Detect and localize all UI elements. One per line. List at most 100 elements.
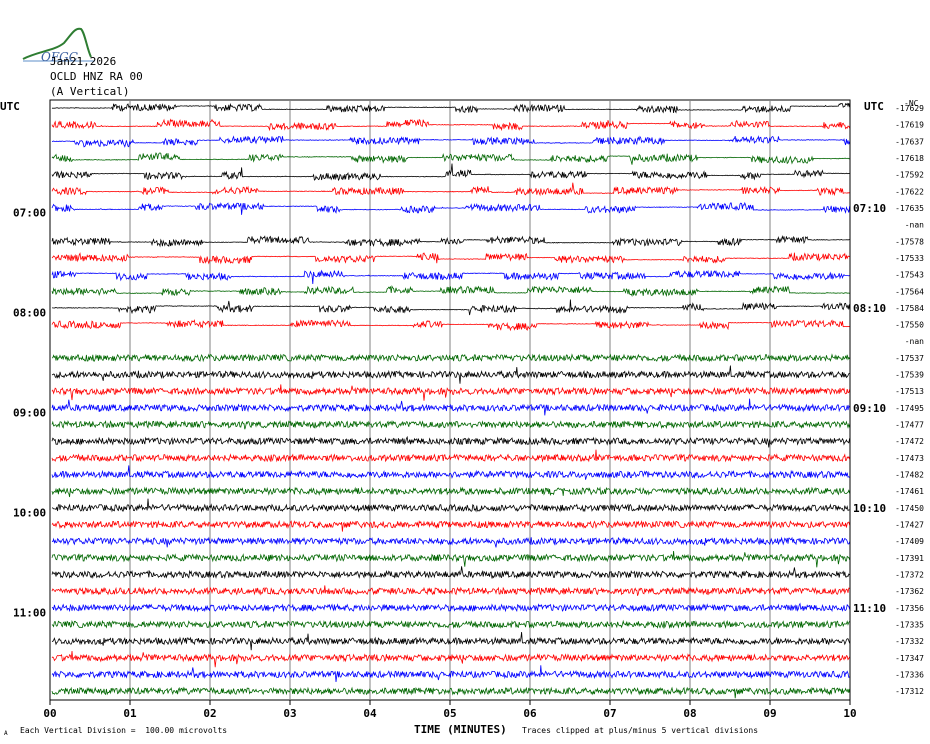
trace-offset-label: -17427 [895, 521, 924, 530]
trace-offset-label: -17637 [895, 137, 924, 146]
ofgc-logo: OFGC [0, 2, 96, 64]
seismic-trace [51, 650, 850, 668]
left-time-label: 09:00 [13, 407, 46, 420]
seismic-trace [51, 269, 850, 285]
trace-offset-label: -17539 [895, 371, 924, 380]
seismic-trace [51, 235, 850, 248]
trace-offset-label: -17450 [895, 504, 924, 513]
trace-offset-label: -17564 [895, 287, 924, 296]
seismic-trace [51, 419, 850, 430]
seismic-trace [51, 285, 850, 298]
trace-offset-label: -17543 [895, 271, 924, 280]
x-tick-label: 10 [843, 707, 856, 720]
right-time-label: 11:10 [853, 602, 886, 615]
trace-offset-label: -17592 [895, 171, 924, 180]
x-tick-label: 01 [123, 707, 137, 720]
trace-offset-label: -17473 [895, 454, 924, 463]
seismic-trace [51, 686, 850, 699]
x-axis-title: TIME (MINUTES) [414, 723, 507, 736]
utc-right-label: UTC [864, 100, 884, 113]
trace-offset-label: -17533 [895, 254, 924, 263]
seismic-trace [51, 550, 850, 568]
seismic-trace [51, 585, 850, 596]
trace-offset-label: -17629 [895, 104, 924, 113]
x-tick-label: 02 [203, 707, 216, 720]
right-header-label: -NC [904, 99, 919, 108]
seismic-trace [51, 435, 850, 448]
seismic-trace [51, 498, 850, 513]
seismic-trace [51, 619, 850, 629]
right-time-label: 09:10 [853, 402, 886, 415]
seismic-trace [51, 486, 850, 498]
x-tick-label: 03 [283, 707, 296, 720]
seismic-trace [51, 319, 850, 332]
seismic-trace [51, 365, 850, 384]
seismic-trace [51, 135, 850, 148]
trace-offset-label: -17622 [895, 187, 924, 196]
x-tick-label: 04 [363, 707, 377, 720]
right-time-label: 08:10 [853, 302, 886, 315]
x-tick-label: 07 [603, 707, 616, 720]
trace-offset-label: -17347 [895, 654, 924, 663]
trace-offset-label: -17635 [895, 204, 924, 213]
footer-scale-note: Each Vertical Division = 100.00 microvol… [20, 726, 228, 735]
trace-offset-label: -nan [905, 337, 924, 346]
left-time-label: 08:00 [13, 307, 46, 320]
trace-offset-label: -17482 [895, 471, 924, 480]
seismic-trace [51, 102, 850, 114]
seismic-trace [51, 536, 850, 548]
seismic-trace [51, 182, 850, 197]
trace-offset-label: -17461 [895, 487, 924, 496]
trace-offset-label: -17513 [895, 387, 924, 396]
x-tick-label: 06 [523, 707, 537, 720]
left-time-label: 11:00 [13, 606, 46, 619]
trace-offset-label: -17550 [895, 321, 924, 330]
trace-offset-label: -17472 [895, 437, 924, 446]
seismic-trace [51, 602, 850, 613]
left-time-label: 10:00 [13, 507, 46, 520]
utc-left-label: UTC [0, 100, 20, 113]
trace-offset-label: -17332 [895, 637, 924, 646]
trace-offset-label: -17362 [895, 587, 924, 596]
trace-offset-label: -17584 [895, 304, 924, 313]
header-component: (A Vertical) [50, 85, 130, 98]
logo-graphic: OFGC [22, 27, 96, 64]
seismic-trace [51, 566, 850, 580]
trace-offset-label: -nan [905, 221, 924, 230]
right-time-label: 07:10 [853, 202, 886, 215]
trace-offset-label: -17618 [895, 154, 924, 163]
seismic-trace [51, 384, 850, 401]
seismic-trace [51, 201, 850, 215]
trace-offset-label: -17409 [895, 537, 924, 546]
trace-offset-label: -17312 [895, 687, 924, 696]
seismic-trace [51, 118, 850, 132]
x-tick-label: 09 [763, 707, 776, 720]
x-tick-label: 05 [443, 707, 456, 720]
seismic-trace [51, 163, 850, 182]
x-tick-label: 08 [683, 707, 696, 720]
trace-offset-label: -17336 [895, 670, 924, 679]
logo-text: OFGC [41, 50, 78, 64]
left-time-label: 07:00 [13, 207, 46, 220]
seismic-trace [52, 299, 850, 316]
seismic-trace [51, 465, 850, 480]
seismic-trace [51, 665, 850, 683]
seismic-trace [51, 631, 850, 651]
footer-clip-note: Traces clipped at plus/minus 5 vertical … [522, 726, 759, 735]
seismic-trace [51, 398, 850, 416]
x-tick-label: 00 [43, 707, 56, 720]
trace-offset-label: -17391 [895, 554, 924, 563]
seismic-trace [51, 152, 850, 165]
right-time-label: 10:10 [853, 502, 886, 515]
trace-offset-label: -17578 [895, 237, 924, 246]
trace-offset-label: -17356 [895, 604, 924, 613]
seismic-trace [51, 519, 850, 532]
header-date: Jan21,2026 [50, 55, 117, 68]
seismic-trace [51, 449, 850, 463]
trace-offset-label: -17495 [895, 404, 924, 413]
trace-offset-label: -17335 [895, 620, 924, 629]
seismic-trace [51, 252, 850, 265]
trace-offset-label: -17537 [895, 354, 924, 363]
header-station: OCLD HNZ RA 00 [50, 70, 143, 83]
